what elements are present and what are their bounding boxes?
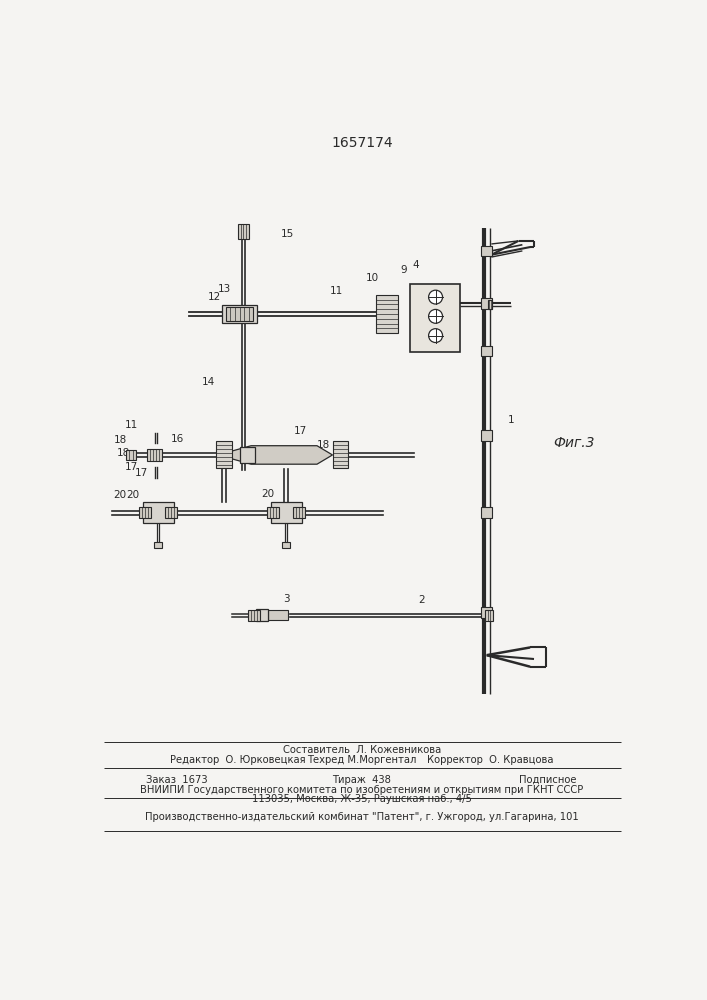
- Text: 9: 9: [400, 265, 407, 275]
- Text: 14: 14: [202, 377, 215, 387]
- Text: 7: 7: [438, 331, 444, 341]
- Text: Подписное: Подписное: [519, 775, 577, 785]
- Bar: [485, 610, 493, 620]
- Bar: [216, 441, 232, 468]
- Text: Техред М.Моргентал: Техред М.Моргентал: [308, 755, 416, 765]
- Bar: [481, 298, 492, 309]
- Bar: [256, 609, 268, 621]
- Text: 1657174: 1657174: [331, 136, 393, 150]
- Bar: [488, 300, 492, 309]
- Text: Фиг.3: Фиг.3: [554, 436, 595, 450]
- Text: Составитель  Л. Кожевникова: Составитель Л. Кожевникова: [283, 745, 441, 755]
- Bar: [226, 307, 253, 321]
- Text: ВНИИПИ Государственного комитета по изобретениям и открытиям при ГКНТ СССР: ВНИИПИ Государственного комитета по изоб…: [140, 785, 583, 795]
- Polygon shape: [232, 446, 332, 464]
- Circle shape: [428, 290, 443, 304]
- Text: Редактор  О. Юрковецкая: Редактор О. Юрковецкая: [170, 755, 305, 765]
- Bar: [481, 507, 492, 518]
- Bar: [410, 284, 460, 352]
- Bar: [481, 346, 492, 356]
- Text: 17: 17: [293, 426, 307, 436]
- Bar: [143, 502, 174, 523]
- Text: 113035, Москва, Ж-35, Раушская наб., 4/5: 113035, Москва, Ж-35, Раушская наб., 4/5: [252, 794, 472, 804]
- Bar: [376, 295, 397, 333]
- Text: 10: 10: [366, 273, 380, 283]
- Text: 15: 15: [281, 229, 294, 239]
- Text: 18: 18: [117, 448, 130, 458]
- Bar: [267, 507, 279, 518]
- Bar: [165, 507, 177, 518]
- Bar: [240, 447, 255, 463]
- Bar: [248, 610, 260, 620]
- Text: 17: 17: [134, 468, 148, 478]
- Text: 20: 20: [126, 490, 139, 500]
- Bar: [271, 502, 301, 523]
- Bar: [332, 441, 348, 468]
- Text: 18: 18: [114, 435, 127, 445]
- Bar: [154, 542, 162, 548]
- Bar: [481, 430, 492, 441]
- Text: 18: 18: [317, 440, 330, 450]
- Text: 1: 1: [508, 415, 514, 425]
- Bar: [146, 449, 162, 461]
- Bar: [282, 542, 290, 548]
- Bar: [238, 224, 249, 239]
- Bar: [481, 607, 492, 618]
- Bar: [139, 507, 151, 518]
- Text: Заказ  1673: Заказ 1673: [146, 775, 208, 785]
- Text: 3: 3: [283, 594, 289, 604]
- Text: 11: 11: [124, 420, 138, 430]
- Text: 6: 6: [414, 327, 420, 337]
- Text: 12: 12: [208, 292, 221, 302]
- Text: 11: 11: [329, 286, 343, 296]
- Text: 17: 17: [124, 462, 138, 472]
- Text: 4: 4: [413, 260, 419, 270]
- Text: Производственно-издательский комбинат "Патент", г. Ужгород, ул.Гагарина, 101: Производственно-издательский комбинат "П…: [145, 812, 579, 822]
- Text: 2: 2: [419, 595, 425, 605]
- Bar: [268, 610, 288, 620]
- Text: Корректор  О. Кравцова: Корректор О. Кравцова: [427, 755, 554, 765]
- Bar: [223, 305, 257, 323]
- Text: 16: 16: [171, 434, 184, 444]
- Text: 5: 5: [423, 318, 430, 328]
- Circle shape: [428, 329, 443, 343]
- Text: 13: 13: [217, 284, 230, 294]
- Text: Тираж  438: Тираж 438: [332, 775, 392, 785]
- Text: 20: 20: [261, 489, 274, 499]
- Bar: [293, 507, 305, 518]
- Bar: [126, 450, 136, 460]
- Circle shape: [428, 309, 443, 323]
- Bar: [481, 246, 492, 256]
- Text: 20: 20: [113, 490, 126, 500]
